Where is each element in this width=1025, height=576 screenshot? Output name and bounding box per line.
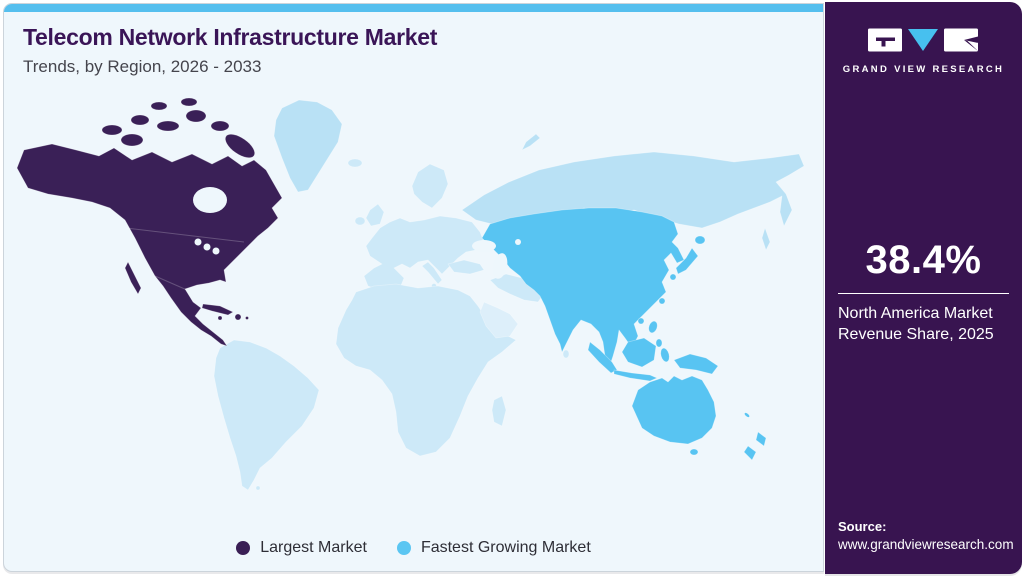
- page-subtitle: Trends, by Region, 2026 - 2033: [23, 57, 262, 76]
- map-panel: Telecom Network Infrastructure Market Tr…: [3, 3, 824, 572]
- region-russia-greenland: [273, 99, 805, 251]
- sidebar: GRAND VIEW RESEARCH 38.4% North America …: [825, 2, 1022, 574]
- gvr-logo-icon: [867, 28, 978, 52]
- source-block: Source: www.grandviewresearch.com: [838, 519, 1014, 552]
- region-asia-pacific: [481, 207, 767, 461]
- legend-label: Fastest Growing Market: [420, 539, 591, 556]
- world-map: [14, 90, 822, 518]
- stat-callout: 38.4% North America Market Revenue Share…: [825, 238, 1022, 345]
- brand-name: GRAND VIEW RESEARCH: [842, 64, 1005, 75]
- region-rest-of-world: [213, 158, 570, 491]
- legend-label: Largest Market: [260, 539, 367, 556]
- stat-label: North America Market Revenue Share, 2025: [838, 305, 994, 344]
- legend: Largest Market Fastest Growing Market: [4, 539, 823, 557]
- source-url[interactable]: www.grandviewresearch.com: [838, 537, 1014, 552]
- source-label: Source:: [838, 519, 887, 534]
- legend-item-fastest: Fastest Growing Market: [396, 539, 591, 557]
- stat-value: 38.4%: [865, 238, 982, 282]
- fastest-growing-market-dot-icon: [396, 541, 411, 555]
- world-map-svg: [16, 97, 805, 491]
- brand-logo: GRAND VIEW RESEARCH: [825, 28, 1022, 75]
- accent-top-bar: [4, 4, 823, 12]
- legend-item-largest: Largest Market: [236, 539, 367, 557]
- inland-seas: [193, 187, 521, 279]
- region-north-america: [16, 97, 283, 347]
- largest-market-dot-icon: [236, 541, 251, 555]
- page-title: Telecom Network Infrastructure Market: [23, 24, 438, 50]
- stat-divider: [838, 293, 1009, 294]
